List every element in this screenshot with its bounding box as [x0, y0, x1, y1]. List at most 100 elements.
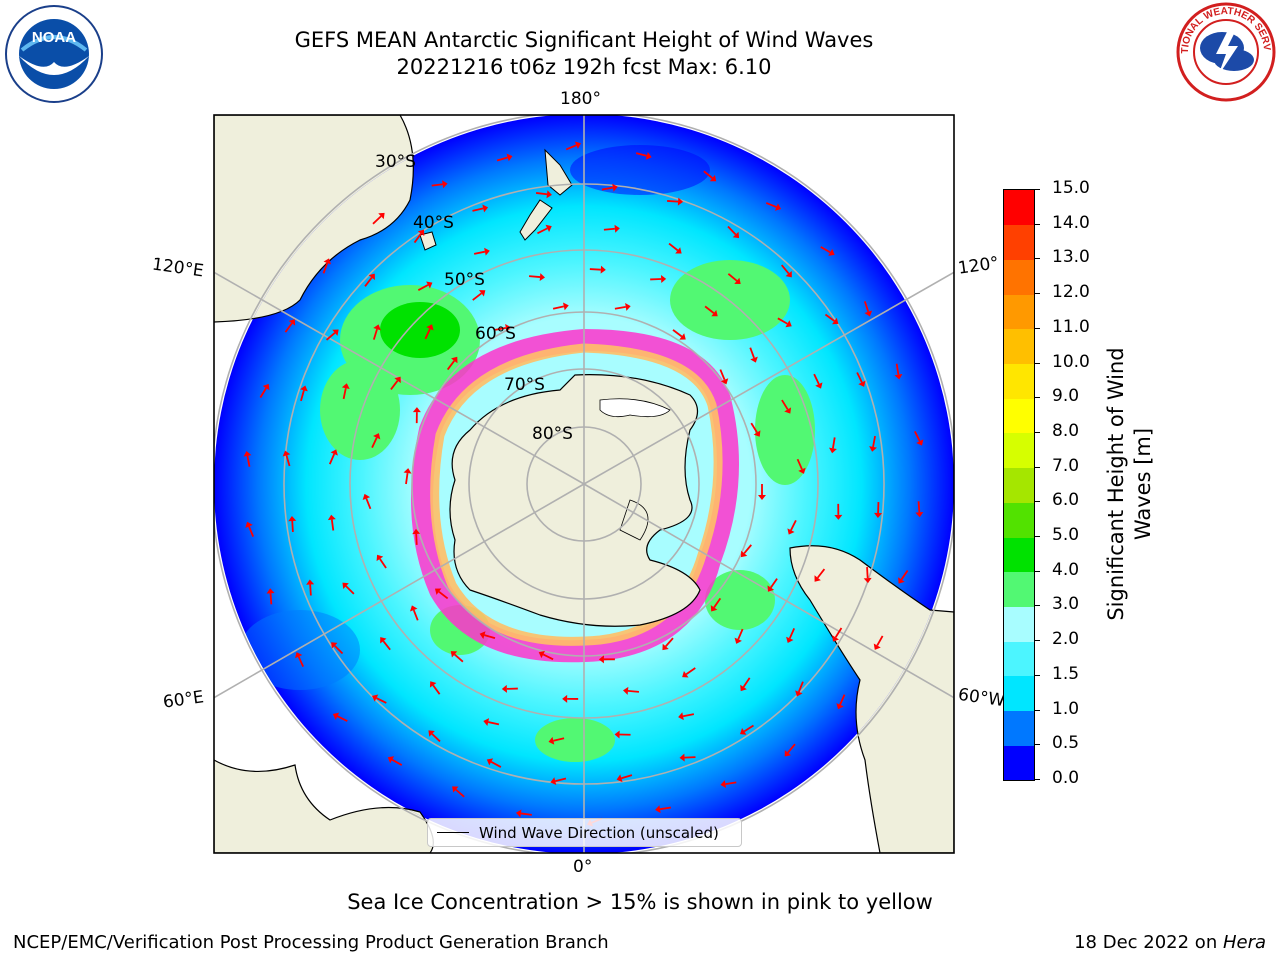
wind-wave-arrow	[379, 558, 387, 569]
wind-wave-arrow-head	[894, 373, 903, 380]
wind-wave-arrow-head	[450, 651, 458, 658]
wind-wave-arrow-head	[598, 655, 604, 664]
wind-wave-arrow	[417, 284, 429, 291]
wind-wave-arrow-head	[262, 383, 270, 391]
colorbar-tick-mark	[1034, 258, 1040, 260]
wind-wave-arrow-head	[451, 356, 458, 364]
wind-wave-arrow-head	[734, 637, 742, 644]
legend-line-swatch	[437, 832, 469, 833]
wind-wave-arrow	[424, 328, 431, 340]
wind-wave-arrow-head	[562, 302, 569, 311]
wind-wave-arrow	[537, 227, 548, 235]
wind-wave-arrow-head	[720, 780, 727, 789]
wind-wave-arrow	[345, 585, 355, 595]
wind-wave-arrow	[372, 328, 378, 340]
colorbar-band	[1004, 432, 1034, 469]
wind-wave-arrow	[405, 472, 409, 485]
wind-wave-arrow	[781, 399, 789, 410]
wind-wave-arrow-head	[740, 684, 747, 692]
wind-wave-arrow	[269, 593, 273, 605]
wind-wave-arrow-head	[834, 514, 843, 520]
wind-wave-arrow	[895, 363, 900, 375]
wind-wave-arrow-head	[378, 212, 385, 220]
wind-wave-arrow-head	[505, 324, 511, 332]
wind-wave-arrow	[719, 369, 726, 381]
wind-wave-arrow-head	[774, 203, 782, 211]
colorbar-band	[1004, 502, 1034, 538]
wind-wave-arrow-head	[288, 515, 297, 522]
wind-wave-arrow	[291, 520, 294, 532]
wind-wave-arrow-head	[614, 224, 620, 233]
wind-wave-arrow-head	[734, 277, 741, 284]
wind-wave-arrow-head	[410, 605, 418, 612]
wind-wave-arrow-head	[342, 582, 349, 590]
colorbar-tick-label: 6.0	[1052, 490, 1080, 511]
wind-wave-arrow	[780, 264, 790, 275]
lat-label-40s: 40°S	[413, 213, 454, 233]
wind-wave-arrow-head	[784, 750, 792, 757]
wind-wave-arrow-head	[740, 728, 747, 735]
wind-wave-arrow	[813, 373, 820, 385]
wind-wave-arrow	[300, 390, 305, 402]
wind-wave-arrow-head	[545, 224, 552, 232]
colorbar-tick-label: 4.0	[1052, 559, 1080, 580]
wind-wave-arrow-head	[828, 447, 837, 454]
wind-wave-arrow	[364, 277, 373, 287]
colorbar-band	[1004, 606, 1034, 642]
wind-wave-arrow	[413, 233, 422, 244]
wind-wave-arrow	[431, 183, 443, 187]
wind-wave-arrow-head	[332, 712, 340, 720]
wind-wave-arrow-head	[428, 730, 435, 737]
wind-wave-arrow-head	[243, 450, 252, 457]
wind-wave-arrow	[725, 781, 737, 785]
wind-wave-arrow-head	[426, 281, 433, 289]
lat-label-30s: 30°S	[375, 152, 416, 172]
wind-wave-arrow	[667, 200, 679, 203]
wind-wave-arrow	[839, 694, 846, 706]
legend-label: Wind Wave Direction (unscaled)	[479, 823, 719, 842]
wind-wave-arrow-head	[710, 605, 718, 612]
colorbar-band	[1004, 745, 1034, 781]
wind-wave-arrow-head	[784, 407, 792, 414]
wind-wave-arrow	[553, 737, 565, 742]
wind-wave-arrow-head	[486, 758, 494, 766]
colorbar-tick-label: 0.5	[1052, 733, 1080, 754]
colorbar-tick-label: 7.0	[1052, 455, 1080, 476]
colorbar-tick-label: 15.0	[1052, 178, 1090, 198]
lat-label-70s: 70°S	[504, 375, 545, 395]
wind-wave-arrow	[872, 435, 876, 448]
lat-label-80s: 80°S	[532, 424, 573, 444]
wind-wave-arrow-head	[332, 329, 339, 336]
wind-wave-arrow-head	[787, 528, 795, 535]
wind-wave-arrow	[496, 156, 508, 162]
wind-wave-arrow-head	[655, 805, 661, 814]
wind-wave-arrow	[371, 437, 378, 449]
wind-wave-arrow	[876, 635, 884, 646]
wind-wave-arrow	[777, 317, 788, 325]
wind-wave-arrow-head	[832, 635, 840, 642]
wind-wave-arrow-head	[614, 730, 620, 739]
wind-wave-arrow	[787, 743, 796, 754]
wind-wave-arrow	[446, 360, 455, 371]
colorbar-band	[1004, 675, 1034, 712]
wind-wave-arrow	[614, 306, 626, 310]
wind-wave-arrow	[453, 653, 464, 663]
wind-wave-arrow	[488, 721, 500, 726]
colorbar-band	[1004, 537, 1034, 573]
wind-wave-arrow-head	[394, 376, 401, 384]
wind-wave-arrow-head	[538, 650, 545, 659]
wind-wave-arrow	[565, 144, 577, 151]
wind-wave-arrow-head	[785, 320, 792, 328]
colorbar-band	[1004, 641, 1034, 677]
wind-wave-arrow	[856, 372, 863, 383]
wind-wave-arrow-head	[869, 446, 877, 452]
wind-wave-arrow	[438, 590, 449, 600]
wind-wave-arrow-head	[863, 577, 872, 584]
wind-wave-arrow-head	[479, 631, 486, 639]
wind-wave-arrow-head	[548, 736, 555, 745]
colorbar-tick-label: 0.0	[1052, 768, 1080, 788]
noaa-logo: NOAA	[4, 4, 104, 104]
wind-wave-arrow	[834, 627, 843, 638]
colorbar-band	[1004, 398, 1034, 434]
colorbar-tick-label: 1.0	[1052, 698, 1080, 719]
